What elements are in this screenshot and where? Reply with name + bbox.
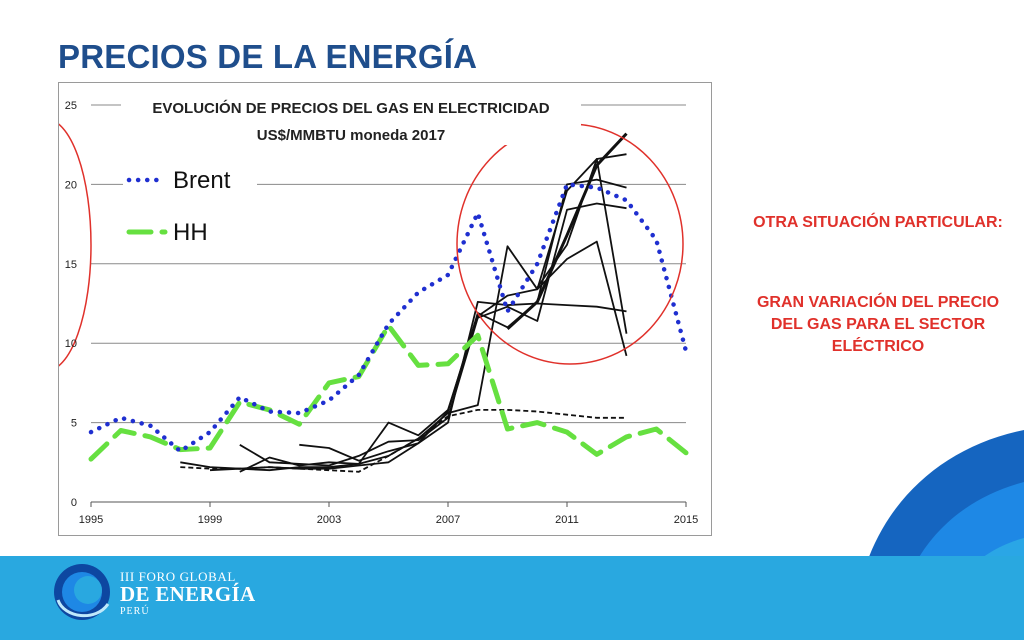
note-body: GRAN VARIACIÓN DEL PRECIO DEL GAS PARA E… <box>756 294 1000 355</box>
x-tick-label-1995: 1995 <box>79 514 103 526</box>
axes <box>90 501 687 507</box>
footer-band <box>0 556 1024 640</box>
legend-hh-label: HH <box>173 219 208 246</box>
y-tick-label-20: 20 <box>65 179 77 191</box>
highlight-ellipse-price-spike <box>456 123 684 365</box>
logo-text-energy: DE ENERGÍA <box>120 582 256 606</box>
logo-inner-hole <box>74 576 102 604</box>
y-tick-label-15: 15 <box>65 259 77 271</box>
x-tick-label-2015: 2015 <box>674 514 698 526</box>
series-line-hh <box>88 323 689 462</box>
series-line-gas-9 <box>536 158 628 334</box>
chart-title-background <box>121 95 581 145</box>
x-tick-label-2007: 2007 <box>436 514 460 526</box>
gas-price-chart: 0 5 10 15 20 25 1995 1999 2003 2007 2011 2015 EVOLUC… <box>59 95 698 526</box>
note-heading: OTRA SITUACIÓN PARTICULAR: <box>753 214 1003 231</box>
logo-text-country: PERÚ <box>120 606 150 617</box>
chart-frame: 0 5 10 15 20 25 1995 1999 2003 2007 2011 2015 EVOLUC… <box>58 82 712 536</box>
x-tick-label-1999: 1999 <box>198 514 222 526</box>
series-line-gas-6 <box>239 240 628 473</box>
y-tick-label-5: 5 <box>71 418 77 430</box>
chart-subtitle: US$/MMBTU moneda 2017 <box>257 127 445 144</box>
legend-background <box>123 161 257 251</box>
series-line-gas-7 <box>299 178 627 462</box>
logo-text-forum: III FORO GLOBAL <box>120 569 236 584</box>
highlight-ellipse-y-axis <box>59 123 92 367</box>
x-tick-label-2011: 2011 <box>555 514 579 526</box>
y-tick-label-0: 0 <box>71 497 77 509</box>
series-lines <box>88 132 689 473</box>
series-line-gas-3 <box>180 300 627 470</box>
gridlines <box>91 104 686 424</box>
legend-brent-label: Brent <box>173 167 231 194</box>
y-tick-label-25: 25 <box>65 100 77 112</box>
forum-logo-icon <box>54 564 110 620</box>
slide-title: PRECIOS DE LA ENERGÍA <box>58 38 478 75</box>
logo-swirl <box>56 599 110 618</box>
chart-title: EVOLUCIÓN DE PRECIOS DEL GAS EN ELECTRIC… <box>152 99 549 117</box>
y-tick-label-10: 10 <box>65 338 77 350</box>
series-line-gas-8 <box>506 132 628 331</box>
x-tick-label-2003: 2003 <box>317 514 341 526</box>
chart-text: 0 5 10 15 20 25 1995 1999 2003 2007 2011 2015 EVOLUC… <box>65 95 698 526</box>
